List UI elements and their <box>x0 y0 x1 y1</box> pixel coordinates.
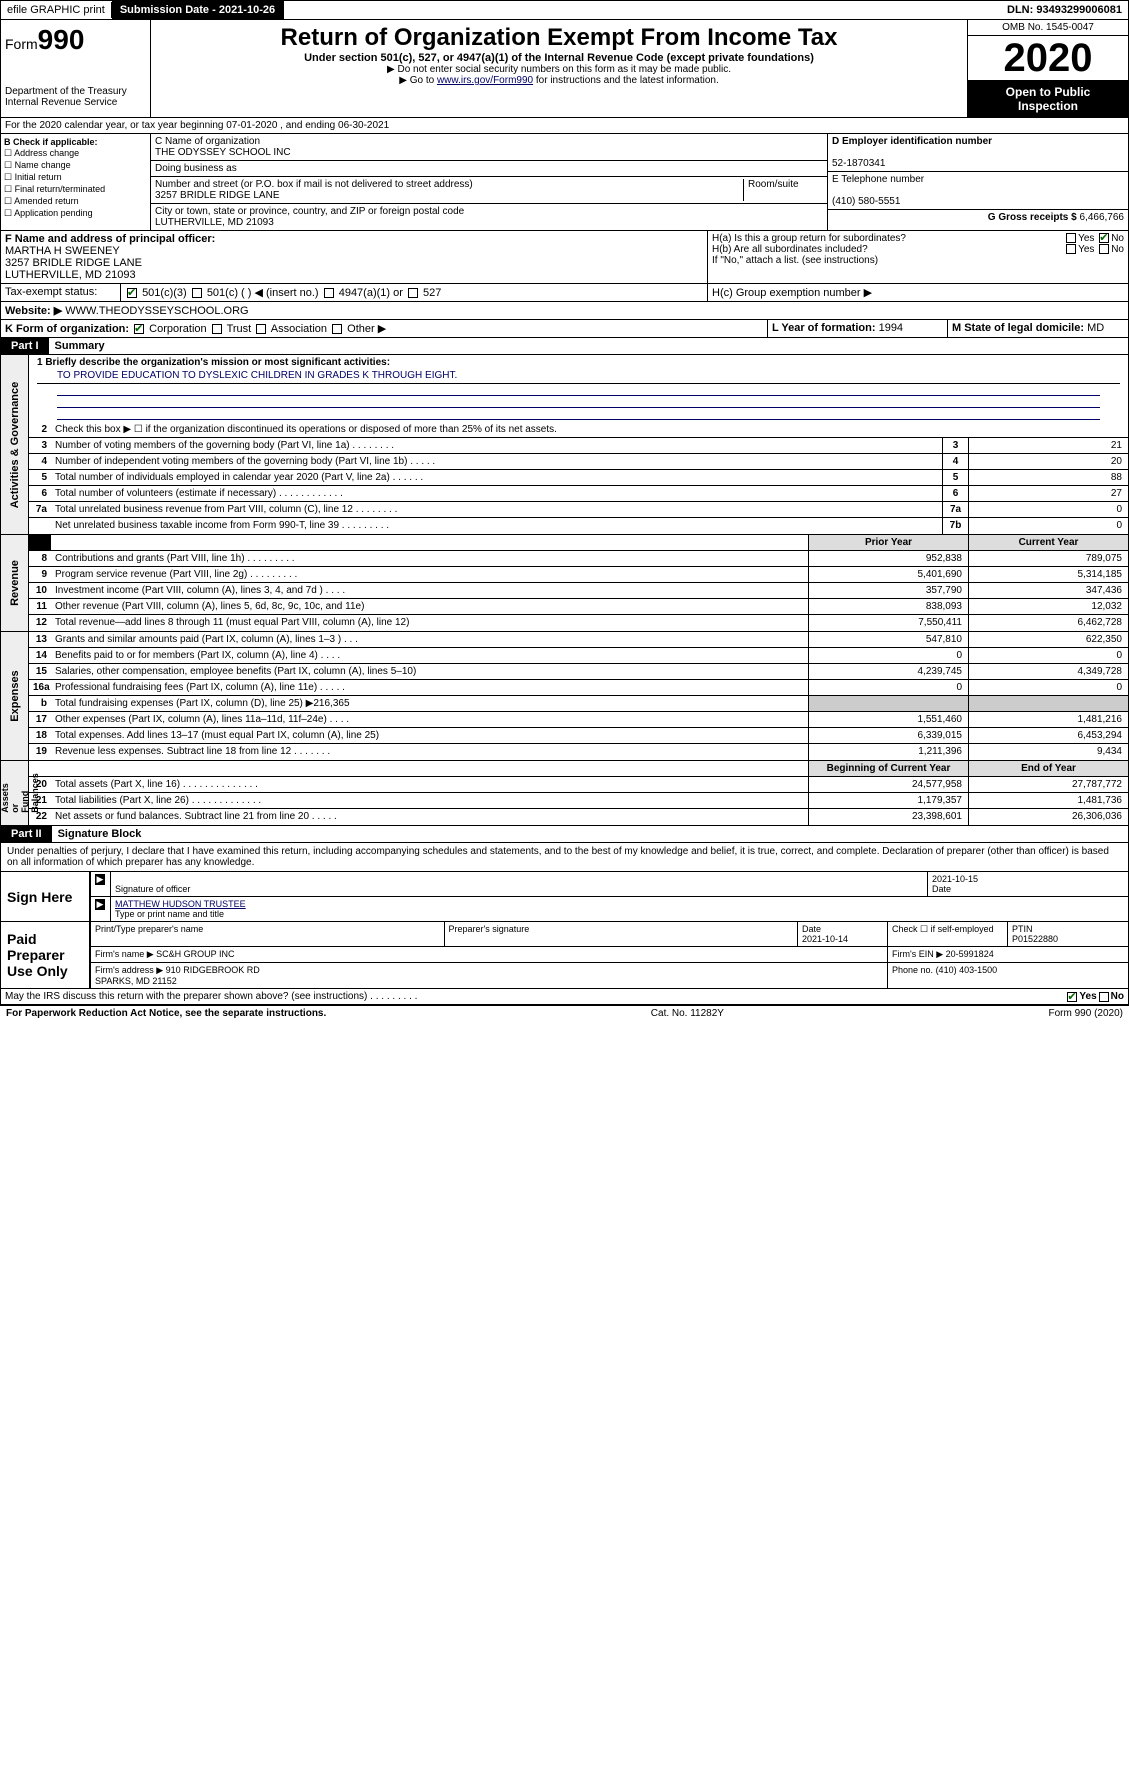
gov-line: 7aTotal unrelated business revenue from … <box>29 502 1128 518</box>
fin-line: 14Benefits paid to or for members (Part … <box>29 648 1128 664</box>
tax-year: 2020 <box>968 36 1128 81</box>
discuss-line: May the IRS discuss this return with the… <box>0 989 1129 1005</box>
gov-line: Net unrelated business taxable income fr… <box>29 518 1128 534</box>
form-subtitle: Under section 501(c), 527, or 4947(a)(1)… <box>155 52 963 64</box>
submission-date: Submission Date - 2021-10-26 <box>112 1 284 19</box>
form-number: Form990 <box>5 24 146 56</box>
fin-line: 21Total liabilities (Part X, line 26) . … <box>29 793 1128 809</box>
box-h: H(a) Is this a group return for subordin… <box>708 231 1128 283</box>
box-de: D Employer identification number52-18703… <box>828 134 1128 230</box>
fin-line: 20Total assets (Part X, line 16) . . . .… <box>29 777 1128 793</box>
chk-pending[interactable]: ☐ Application pending <box>4 208 147 219</box>
page-footer: For Paperwork Reduction Act Notice, see … <box>0 1005 1129 1021</box>
note-2: ▶ Go to www.irs.gov/Form990 for instruct… <box>155 75 963 86</box>
org-name: THE ODYSSEY SCHOOL INC <box>155 147 291 158</box>
part1-title: Summary <box>49 338 111 354</box>
street: 3257 BRIDLE RIDGE LANE <box>155 190 280 201</box>
box-hc: H(c) Group exemption number ▶ <box>708 284 1128 301</box>
tab-governance: Activities & Governance <box>1 355 29 534</box>
paid-preparer-label: Paid Preparer Use Only <box>1 922 91 988</box>
box-b: B Check if applicable: ☐ Address change … <box>1 134 151 230</box>
part2-title: Signature Block <box>52 826 148 842</box>
mission-text: TO PROVIDE EDUCATION TO DYSLEXIC CHILDRE… <box>37 368 1120 384</box>
line-m: M State of legal domicile: MD <box>948 320 1128 337</box>
dept-label: Department of the Treasury Internal Reve… <box>5 86 146 108</box>
efile-label: efile GRAPHIC print <box>1 2 112 18</box>
fin-line: 18Total expenses. Add lines 13–17 (must … <box>29 728 1128 744</box>
fin-line: 8Contributions and grants (Part VIII, li… <box>29 551 1128 567</box>
line-j: Website: ▶ WWW.THEODYSSEYSCHOOL.ORG <box>1 302 1128 319</box>
form-title: Return of Organization Exempt From Incom… <box>155 24 963 52</box>
line-k: K Form of organization: Corporation Trus… <box>1 320 768 337</box>
gov-line: 6Total number of volunteers (estimate if… <box>29 486 1128 502</box>
box-c: C Name of organizationTHE ODYSSEY SCHOOL… <box>151 134 828 230</box>
chk-address[interactable]: ☐ Address change <box>4 148 147 159</box>
line-l: L Year of formation: 1994 <box>768 320 948 337</box>
gov-line: 4Number of independent voting members of… <box>29 454 1128 470</box>
fin-line: bTotal fundraising expenses (Part IX, co… <box>29 696 1128 712</box>
chk-amended[interactable]: ☐ Amended return <box>4 196 147 207</box>
fin-line: 19Revenue less expenses. Subtract line 1… <box>29 744 1128 760</box>
chk-final[interactable]: ☐ Final return/terminated <box>4 184 147 195</box>
tab-expenses: Expenses <box>1 632 29 760</box>
open-public: Open to Public Inspection <box>968 81 1128 117</box>
instructions-link[interactable]: www.irs.gov/Form990 <box>437 75 533 86</box>
part2-hdr: Part II <box>1 826 52 842</box>
top-bar: efile GRAPHIC print Submission Date - 20… <box>0 0 1129 20</box>
fin-line: 17Other expenses (Part IX, column (A), l… <box>29 712 1128 728</box>
ein: 52-1870341 <box>832 158 885 169</box>
phone: (410) 580-5551 <box>832 196 900 207</box>
fin-line: 15Salaries, other compensation, employee… <box>29 664 1128 680</box>
fin-line: 13Grants and similar amounts paid (Part … <box>29 632 1128 648</box>
section-a: For the 2020 calendar year, or tax year … <box>0 118 1129 134</box>
tab-netassets: Net Assets or Fund Balances <box>1 761 29 825</box>
chk-name[interactable]: ☐ Name change <box>4 160 147 171</box>
part1-hdr: Part I <box>1 338 49 354</box>
gov-line: 5Total number of individuals employed in… <box>29 470 1128 486</box>
city: LUTHERVILLE, MD 21093 <box>155 217 274 228</box>
fin-line: 10Investment income (Part VIII, column (… <box>29 583 1128 599</box>
fin-line: 12Total revenue—add lines 8 through 11 (… <box>29 615 1128 631</box>
omb-number: OMB No. 1545-0047 <box>968 20 1128 36</box>
fin-line: 22Net assets or fund balances. Subtract … <box>29 809 1128 825</box>
perjury-text: Under penalties of perjury, I declare th… <box>0 843 1129 872</box>
note-1: ▶ Do not enter social security numbers o… <box>155 64 963 75</box>
gov-line: 3Number of voting members of the governi… <box>29 438 1128 454</box>
line-i-label: Tax-exempt status: <box>1 284 121 301</box>
fin-line: 16aProfessional fundraising fees (Part I… <box>29 680 1128 696</box>
mission-block: 1 Briefly describe the organization's mi… <box>29 355 1128 422</box>
fin-line: 11Other revenue (Part VIII, column (A), … <box>29 599 1128 615</box>
line-i-opts: 501(c)(3) 501(c) ( ) ◀ (insert no.) 4947… <box>121 284 708 301</box>
sign-here-label: Sign Here <box>1 872 91 921</box>
dln-label: DLN: 93493299006081 <box>1001 2 1128 18</box>
box-f: F Name and address of principal officer:… <box>1 231 708 283</box>
fin-line: 9Program service revenue (Part VIII, lin… <box>29 567 1128 583</box>
chk-initial[interactable]: ☐ Initial return <box>4 172 147 183</box>
tab-revenue: Revenue <box>1 535 29 631</box>
signer-name: MATTHEW HUDSON TRUSTEE <box>115 899 246 909</box>
gross-receipts: 6,466,766 <box>1080 212 1125 223</box>
